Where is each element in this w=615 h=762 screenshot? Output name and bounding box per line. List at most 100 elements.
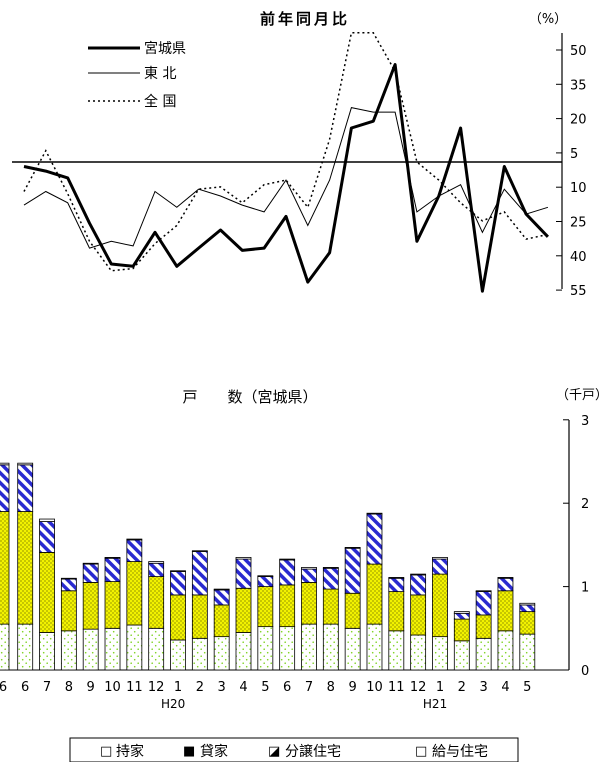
partial-bar-seg-kashiya xyxy=(0,511,10,625)
bar-seg-kyuyo xyxy=(301,567,317,570)
x-tick-label: 1 xyxy=(436,680,444,695)
bar-seg-kashiya xyxy=(322,588,339,625)
x-tick-label: 11 xyxy=(388,680,405,695)
bar-seg-bunjo xyxy=(497,577,514,592)
partial-bar-seg-mochiie xyxy=(0,623,10,671)
bar-seg-bunjo xyxy=(322,567,339,590)
x-tick-label: 8 xyxy=(65,680,73,695)
bar-seg-kyuyo xyxy=(497,577,514,579)
bar-seg-kashiya xyxy=(453,618,470,642)
bar-seg-kyuyo xyxy=(453,611,470,614)
bar-seg-bunjo xyxy=(344,547,361,594)
yoy-tick-label: 25 xyxy=(570,216,587,231)
yoy-tick-label: 10 xyxy=(570,181,587,196)
bar-seg-mochiie xyxy=(497,630,514,671)
bar-seg-kashiya xyxy=(60,590,77,632)
bar-seg-mochiie xyxy=(39,632,55,671)
bar-seg-kashiya xyxy=(213,604,230,638)
units-bars xyxy=(0,462,536,671)
legend-label-miyagi: 宮城県 xyxy=(144,41,186,57)
bar-seg-kashiya xyxy=(148,576,165,629)
legend-marker-bunjo: ◪ xyxy=(268,744,280,759)
partial-bar-seg-bunjo xyxy=(0,464,10,512)
bar-seg-mochiie xyxy=(410,634,427,671)
year-label: H20 xyxy=(161,697,185,711)
bar-seg-mochiie xyxy=(366,623,383,671)
bar-seg-mochiie xyxy=(322,623,339,671)
bar-seg-kyuyo xyxy=(191,550,208,552)
x-tick-label: 9 xyxy=(87,680,95,695)
bar-seg-kyuyo xyxy=(322,567,339,569)
partial-bar-seg-kyuyo xyxy=(0,462,10,466)
bar-seg-mochiie xyxy=(170,639,186,671)
bar-seg-kashiya xyxy=(126,561,143,626)
bar-seg-kyuyo xyxy=(257,575,274,577)
yoy-tick-label: 40 xyxy=(570,250,587,265)
bar-seg-bunjo xyxy=(279,559,296,586)
yoy-tick-label: 20 xyxy=(570,113,587,128)
bar-seg-mochiie xyxy=(191,637,208,671)
x-tick-label: 6 xyxy=(283,680,291,695)
bar-seg-mochiie xyxy=(432,636,448,671)
bar-seg-kyuyo xyxy=(17,462,34,466)
x-tick-label: 1 xyxy=(174,680,182,695)
bar-seg-kyuyo xyxy=(213,588,230,591)
x-tick-label: 8 xyxy=(327,680,335,695)
bar-seg-kyuyo xyxy=(170,570,186,572)
bar-seg-mochiie xyxy=(388,630,405,671)
bar-seg-bunjo xyxy=(148,562,165,577)
series-line-zenkoku xyxy=(23,32,549,272)
units-tick-label: 1 xyxy=(581,581,589,596)
units-title: 戸 数（宮城県） xyxy=(182,388,317,406)
x-tick-label: 2 xyxy=(458,680,466,695)
bar-seg-kyuyo xyxy=(148,561,165,564)
units-tick-label: 2 xyxy=(581,497,589,512)
units-legend: □ 持家 ■ 貸家 ◪ 分譲住宅 □ 給与住宅 xyxy=(69,737,519,762)
bar-seg-kyuyo xyxy=(126,538,143,541)
bar-seg-kyuyo xyxy=(279,558,296,561)
bar-seg-kashiya xyxy=(235,587,252,633)
yoy-tick-label: 50 xyxy=(570,44,587,59)
bar-seg-kashiya xyxy=(17,511,34,625)
x-tick-label: 7 xyxy=(305,680,313,695)
bar-seg-mochiie xyxy=(279,626,296,671)
bar-seg-kashiya xyxy=(519,611,536,635)
bar-seg-bunjo xyxy=(257,576,274,587)
legend-label-zenkoku: 全 国 xyxy=(144,93,176,110)
legend-label-kashiya: 貸家 xyxy=(200,743,228,760)
x-tick-label: 5 xyxy=(523,680,531,695)
x-tick-label: 6 xyxy=(21,680,29,695)
bar-seg-kashiya xyxy=(432,573,448,638)
bar-seg-kashiya xyxy=(279,584,296,628)
bar-seg-mochiie xyxy=(104,627,121,671)
bar-seg-bunjo xyxy=(213,589,230,606)
bar-seg-bunjo xyxy=(39,521,55,553)
legend-label-tohoku: 東 北 xyxy=(144,66,176,82)
bar-seg-kyuyo xyxy=(104,557,121,559)
bar-seg-bunjo xyxy=(453,612,470,620)
bar-seg-kashiya xyxy=(82,582,99,630)
bar-seg-mochiie xyxy=(235,632,252,671)
yoy-ticks: 50 35 20 5 10 25 40 55 xyxy=(556,44,587,299)
bar-seg-kashiya xyxy=(344,592,361,629)
bar-seg-kashiya xyxy=(366,563,383,625)
x-tick-label: 9 xyxy=(349,680,357,695)
x-tick-label: 5 xyxy=(261,680,269,695)
legend-marker-kyuyo: □ xyxy=(415,744,427,759)
yoy-tick-label: 35 xyxy=(570,78,587,93)
bar-seg-bunjo xyxy=(475,591,492,616)
bar-seg-bunjo xyxy=(410,574,427,596)
bar-seg-mochiie xyxy=(301,623,317,671)
bar-seg-kyuyo xyxy=(366,512,383,515)
bar-seg-kashiya xyxy=(388,591,405,632)
bar-seg-kyuyo xyxy=(432,557,448,560)
bar-seg-kashiya xyxy=(39,552,55,633)
bar-seg-kyuyo xyxy=(39,518,55,522)
bar-seg-mochiie xyxy=(257,626,274,671)
x-tick-label: 12 xyxy=(148,680,165,695)
bar-seg-mochiie xyxy=(475,637,492,671)
x-tick-label: 10 xyxy=(366,680,383,695)
yoy-unit-label: （%） xyxy=(529,12,567,27)
